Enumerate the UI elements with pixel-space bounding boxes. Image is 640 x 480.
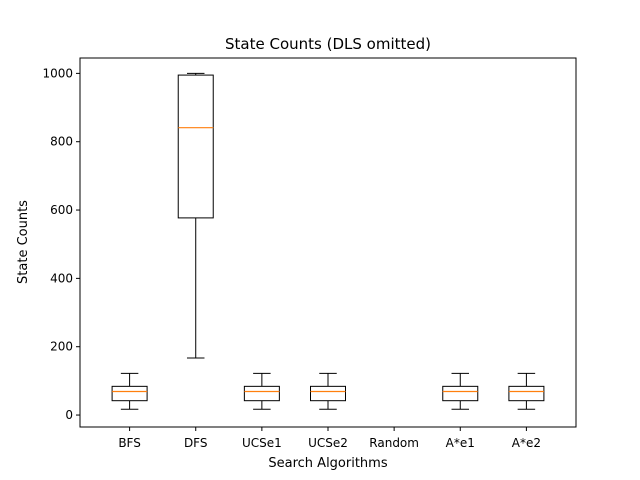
plot-frame: [79, 57, 577, 428]
x-tick-label: DFS: [184, 436, 208, 450]
y-tick-label: 1000: [42, 66, 73, 80]
iqr-box: [508, 385, 545, 402]
x-axis-label: Search Algorithms: [268, 456, 387, 471]
y-tick-label: 400: [50, 271, 73, 285]
iqr-box: [177, 74, 214, 219]
x-tick-label: UCSe2: [308, 436, 348, 450]
iqr-box: [243, 385, 280, 402]
iqr-box: [442, 385, 479, 402]
y-tick-label: 600: [50, 203, 73, 217]
box-bfs: [111, 372, 148, 410]
y-tick-label: 0: [65, 408, 73, 422]
chart-title: State Counts (DLS omitted): [225, 35, 431, 53]
box-ucse1: [243, 372, 280, 410]
x-tick-label: BFS: [118, 436, 141, 450]
x-axis: BFS DFS UCSe1 UCSe2 Random A*e1 A*e2: [118, 427, 541, 450]
iqr-box: [310, 385, 346, 402]
x-tick-label: Random: [369, 436, 419, 450]
x-tick-label: A*e2: [512, 436, 541, 450]
x-tick-label: A*e1: [446, 436, 475, 450]
y-axis-label: State Counts: [16, 200, 31, 284]
x-tick-label: UCSe1: [242, 436, 282, 450]
y-tick-label: 200: [50, 340, 73, 354]
box-ae2: [508, 372, 545, 410]
box-dfs: [177, 72, 214, 359]
iqr-box: [111, 385, 148, 402]
box-ucse2: [310, 372, 346, 410]
plot-area: [111, 72, 545, 410]
box-ae1: [442, 372, 479, 410]
y-axis: 0 200 400 600 800 1000: [42, 66, 80, 422]
y-tick-label: 800: [50, 135, 73, 149]
